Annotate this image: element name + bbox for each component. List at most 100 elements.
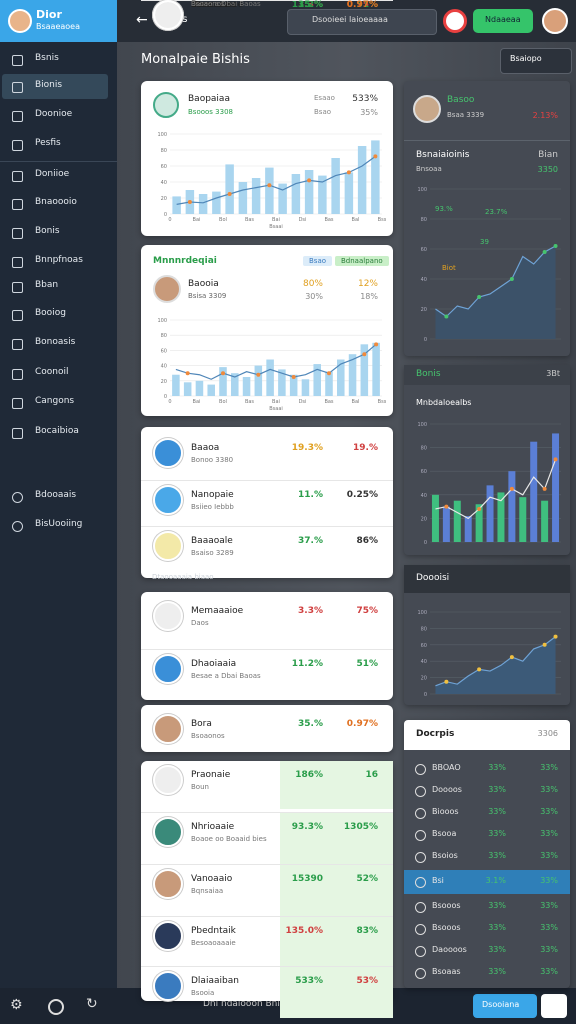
row-icon bbox=[415, 764, 426, 775]
bar bbox=[266, 359, 274, 396]
nav-item[interactable]: Bnnpfnoas bbox=[35, 255, 83, 265]
row-name[interactable]: Dhaoiaaia bbox=[191, 659, 237, 669]
row-name[interactable]: Memaaaioe bbox=[191, 0, 244, 10]
row-name[interactable]: Dlaiaaiban bbox=[191, 976, 239, 986]
row-name[interactable]: Bora bbox=[191, 0, 212, 10]
divider bbox=[141, 0, 393, 1]
y-tick-label: 40 bbox=[421, 493, 427, 499]
row-name[interactable]: Bsoaas bbox=[432, 967, 461, 976]
row-name[interactable]: Bsooos bbox=[432, 923, 461, 932]
row-name[interactable]: Vanoaaio bbox=[191, 874, 233, 884]
name: Baooia bbox=[188, 279, 219, 289]
y-tick-label: 60 bbox=[421, 247, 427, 253]
footer-button-text[interactable]: Dsooiana bbox=[482, 1000, 520, 1009]
marker bbox=[227, 192, 232, 196]
row-value: 53% bbox=[356, 976, 378, 986]
x-tick-label: 0 bbox=[168, 217, 171, 223]
row-name[interactable]: Memaaaioe bbox=[191, 606, 244, 616]
card-title: Mnnnrdeqiai bbox=[153, 256, 217, 266]
bar bbox=[486, 485, 494, 542]
search-box[interactable] bbox=[287, 9, 437, 35]
settings-icon[interactable]: ⚙ bbox=[10, 997, 23, 1013]
nav-item[interactable]: Bocaibioa bbox=[35, 426, 79, 436]
footer-button[interactable] bbox=[473, 994, 537, 1018]
marker bbox=[477, 506, 482, 511]
row-icon bbox=[153, 601, 183, 631]
chip[interactable]: Bsao bbox=[303, 256, 333, 266]
divider bbox=[141, 966, 393, 967]
row-name[interactable]: Baaoa bbox=[191, 443, 220, 453]
nav-item[interactable]: Bdooaais bbox=[35, 490, 77, 500]
card bbox=[141, 427, 393, 578]
row-name[interactable]: Bora bbox=[191, 0, 212, 10]
nav-item[interactable]: BisUooiing bbox=[35, 519, 83, 529]
marker bbox=[477, 667, 482, 672]
row-name[interactable]: BBOAO bbox=[432, 763, 461, 772]
row-name[interactable]: Biooos bbox=[432, 807, 459, 816]
footer-circle[interactable] bbox=[541, 994, 567, 1018]
row-name[interactable]: Baaaoale bbox=[191, 536, 233, 546]
nav-item[interactable]: Coonoil bbox=[35, 367, 69, 377]
dropdown[interactable] bbox=[500, 48, 572, 74]
x-tick-label: Bol bbox=[219, 399, 227, 405]
nav-item[interactable]: Cangons bbox=[35, 396, 75, 406]
marker bbox=[509, 277, 514, 281]
refresh-icon[interactable]: ↻ bbox=[86, 996, 98, 1012]
bar bbox=[265, 167, 274, 214]
row-value: 11.% bbox=[298, 490, 323, 500]
row-name[interactable]: Nanopaie bbox=[191, 490, 234, 500]
nav-item[interactable]: Bsnis bbox=[35, 53, 59, 63]
bar bbox=[304, 170, 314, 214]
line bbox=[435, 245, 556, 318]
dropdown-text[interactable]: Bsaiopo bbox=[510, 54, 542, 63]
row-sub: Daos bbox=[191, 0, 209, 8]
row-name[interactable]: Daoooos bbox=[432, 945, 467, 954]
row-value: 33% bbox=[488, 923, 506, 932]
row-sub: Besae a Dbai Baoas bbox=[191, 672, 261, 680]
row-name[interactable]: Dhaoiaaia bbox=[191, 0, 237, 10]
bar bbox=[552, 433, 560, 542]
row-name[interactable]: Bsooa bbox=[432, 829, 457, 838]
nav-item[interactable]: Pesfis bbox=[35, 138, 61, 148]
panel-header bbox=[404, 720, 570, 750]
bar bbox=[172, 196, 181, 214]
nav-item[interactable]: Bban bbox=[35, 280, 59, 290]
x-tick-label: 0 bbox=[168, 399, 171, 405]
nav-item[interactable]: Doonioe bbox=[35, 109, 73, 119]
bar bbox=[219, 367, 227, 396]
row-value: 75% bbox=[356, 0, 378, 10]
nav-icon bbox=[12, 199, 23, 210]
notification-icon[interactable] bbox=[443, 9, 467, 33]
user-avatar[interactable] bbox=[542, 8, 568, 34]
panel-header bbox=[404, 565, 570, 593]
bar bbox=[212, 191, 221, 214]
button-text[interactable]: Ndaaeaa bbox=[485, 15, 521, 24]
row-name[interactable]: Doooos bbox=[432, 785, 462, 794]
x-tick-label: Bss bbox=[378, 217, 386, 223]
row-name[interactable]: Bsooos bbox=[432, 901, 461, 910]
nav-item[interactable]: Bonis bbox=[35, 226, 60, 236]
help-icon[interactable] bbox=[48, 999, 64, 1015]
row-name[interactable]: Praonaie bbox=[191, 770, 231, 780]
row-icon bbox=[153, 714, 183, 744]
row-name[interactable]: Pbedntaik bbox=[191, 926, 236, 936]
row-icon bbox=[153, 654, 183, 684]
row-sub: Bonoo 3380 bbox=[191, 456, 234, 464]
row-name[interactable]: Bsoios bbox=[432, 851, 458, 860]
nav-item[interactable]: Bnaoooio bbox=[35, 197, 77, 207]
row-name[interactable]: Bsi bbox=[432, 876, 444, 885]
row-name[interactable]: Nhrioaaie bbox=[191, 822, 235, 832]
nav-item[interactable]: Booiog bbox=[35, 308, 66, 318]
bar bbox=[278, 369, 286, 396]
value: Bian bbox=[538, 150, 558, 160]
back-button[interactable]: ← bbox=[136, 12, 148, 28]
row-name[interactable]: Bora bbox=[191, 719, 212, 729]
search-text[interactable]: Dsooieei Iaioeaaaa bbox=[312, 15, 388, 24]
nav-item[interactable]: Doniioe bbox=[35, 169, 70, 179]
y-tick-label: 40 bbox=[421, 277, 427, 283]
avatar bbox=[153, 275, 181, 303]
nav-item[interactable]: Bionis bbox=[35, 80, 63, 90]
chip[interactable]: Bdnaalpano bbox=[335, 256, 389, 266]
header-button[interactable] bbox=[473, 9, 533, 33]
nav-item[interactable]: Bonoasis bbox=[35, 337, 76, 347]
